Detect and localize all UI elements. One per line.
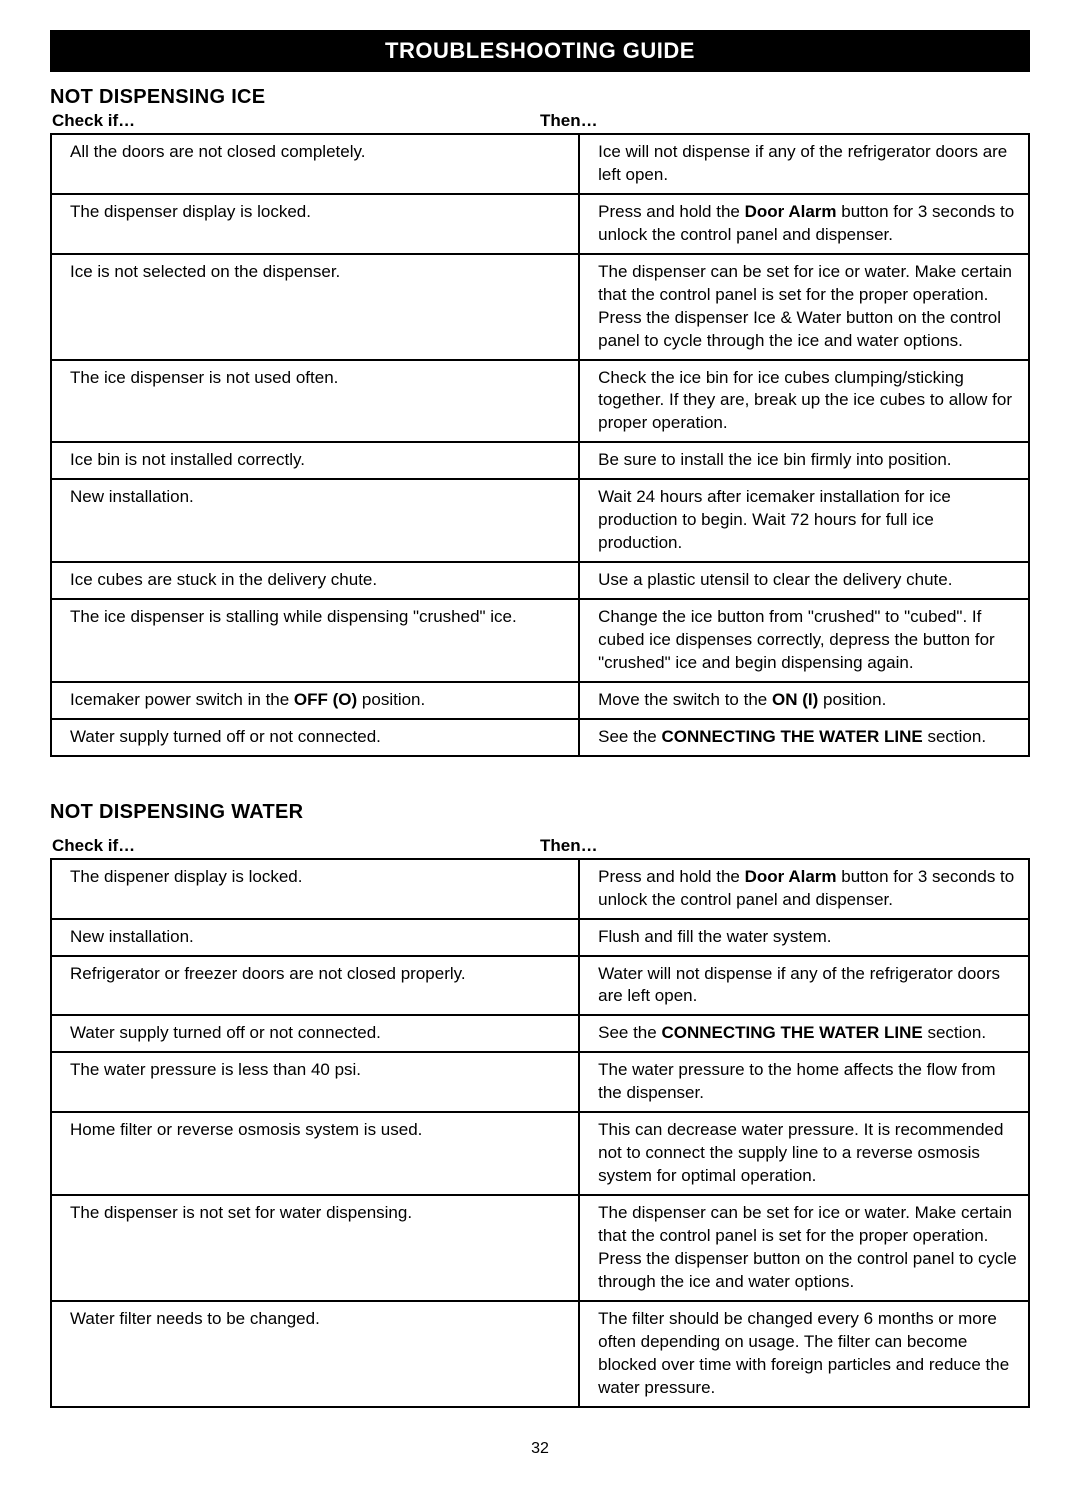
page-banner: TROUBLESHOOTING GUIDE — [50, 30, 1030, 72]
then-cell: See the CONNECTING THE WATER LINE sectio… — [579, 719, 1029, 756]
then-cell: This can decrease water pressure. It is … — [579, 1112, 1029, 1195]
check-cell: Refrigerator or freezer doors are not cl… — [51, 956, 579, 1016]
table-row: The dispenser display is locked.Press an… — [51, 194, 1029, 254]
column-headers-ice: Check if… Then… — [50, 111, 1030, 131]
table-row: Ice cubes are stuck in the delivery chut… — [51, 562, 1029, 599]
table-row: The dispenser is not set for water dispe… — [51, 1195, 1029, 1301]
then-cell: Be sure to install the ice bin firmly in… — [579, 442, 1029, 479]
then-cell: The filter should be changed every 6 mon… — [579, 1301, 1029, 1407]
table-row: Ice bin is not installed correctly.Be su… — [51, 442, 1029, 479]
column-headers-water: Check if… Then… — [50, 836, 1030, 856]
check-header: Check if… — [50, 111, 540, 131]
table-row: The ice dispenser is stalling while disp… — [51, 599, 1029, 682]
check-cell: All the doors are not closed completely. — [51, 134, 579, 194]
table-not-dispensing-water: The dispener display is locked.Press and… — [50, 858, 1030, 1408]
then-cell: The water pressure to the home affects t… — [579, 1052, 1029, 1112]
check-cell: The dispener display is locked. — [51, 859, 579, 919]
check-cell: The water pressure is less than 40 psi. — [51, 1052, 579, 1112]
table-row: Water supply turned off or not connected… — [51, 1015, 1029, 1052]
check-cell: The ice dispenser is not used often. — [51, 360, 579, 443]
table-row: The dispener display is locked.Press and… — [51, 859, 1029, 919]
check-cell: Ice bin is not installed correctly. — [51, 442, 579, 479]
check-cell: Water filter needs to be changed. — [51, 1301, 579, 1407]
check-cell: Water supply turned off or not connected… — [51, 1015, 579, 1052]
table-row: New installation.Wait 24 hours after ice… — [51, 479, 1029, 562]
then-cell: Press and hold the Door Alarm button for… — [579, 859, 1029, 919]
section-title-water: NOT DISPENSING WATER — [50, 801, 1030, 824]
then-cell: See the CONNECTING THE WATER LINE sectio… — [579, 1015, 1029, 1052]
check-cell: The dispenser is not set for water dispe… — [51, 1195, 579, 1301]
table-row: All the doors are not closed completely.… — [51, 134, 1029, 194]
then-cell: Water will not dispense if any of the re… — [579, 956, 1029, 1016]
check-header: Check if… — [50, 836, 540, 856]
check-cell: Home filter or reverse osmosis system is… — [51, 1112, 579, 1195]
then-cell: Change the ice button from "crushed" to … — [579, 599, 1029, 682]
then-cell: Flush and fill the water system. — [579, 919, 1029, 956]
then-cell: Use a plastic utensil to clear the deliv… — [579, 562, 1029, 599]
check-cell: Ice cubes are stuck in the delivery chut… — [51, 562, 579, 599]
table-row: Icemaker power switch in the OFF (O) pos… — [51, 682, 1029, 719]
then-cell: The dispenser can be set for ice or wate… — [579, 254, 1029, 360]
then-cell: Press and hold the Door Alarm button for… — [579, 194, 1029, 254]
section-title-ice: NOT DISPENSING ICE — [50, 86, 1030, 109]
table-row: Water filter needs to be changed.The fil… — [51, 1301, 1029, 1407]
table-row: Ice is not selected on the dispenser.The… — [51, 254, 1029, 360]
table-row: The water pressure is less than 40 psi.T… — [51, 1052, 1029, 1112]
then-header: Then… — [540, 836, 1030, 856]
check-cell: The ice dispenser is stalling while disp… — [51, 599, 579, 682]
then-header: Then… — [540, 111, 1030, 131]
check-cell: New installation. — [51, 479, 579, 562]
then-cell: Move the switch to the ON (I) position. — [579, 682, 1029, 719]
check-cell: Icemaker power switch in the OFF (O) pos… — [51, 682, 579, 719]
table-row: Water supply turned off or not connected… — [51, 719, 1029, 756]
table-row: New installation.Flush and fill the wate… — [51, 919, 1029, 956]
then-cell: Ice will not dispense if any of the refr… — [579, 134, 1029, 194]
table-not-dispensing-ice: All the doors are not closed completely.… — [50, 133, 1030, 757]
check-cell: Water supply turned off or not connected… — [51, 719, 579, 756]
page-number: 32 — [50, 1440, 1030, 1458]
check-cell: New installation. — [51, 919, 579, 956]
table-row: Refrigerator or freezer doors are not cl… — [51, 956, 1029, 1016]
table-row: The ice dispenser is not used often.Chec… — [51, 360, 1029, 443]
check-cell: Ice is not selected on the dispenser. — [51, 254, 579, 360]
then-cell: Wait 24 hours after icemaker installatio… — [579, 479, 1029, 562]
then-cell: The dispenser can be set for ice or wate… — [579, 1195, 1029, 1301]
then-cell: Check the ice bin for ice cubes clumping… — [579, 360, 1029, 443]
check-cell: The dispenser display is locked. — [51, 194, 579, 254]
table-row: Home filter or reverse osmosis system is… — [51, 1112, 1029, 1195]
